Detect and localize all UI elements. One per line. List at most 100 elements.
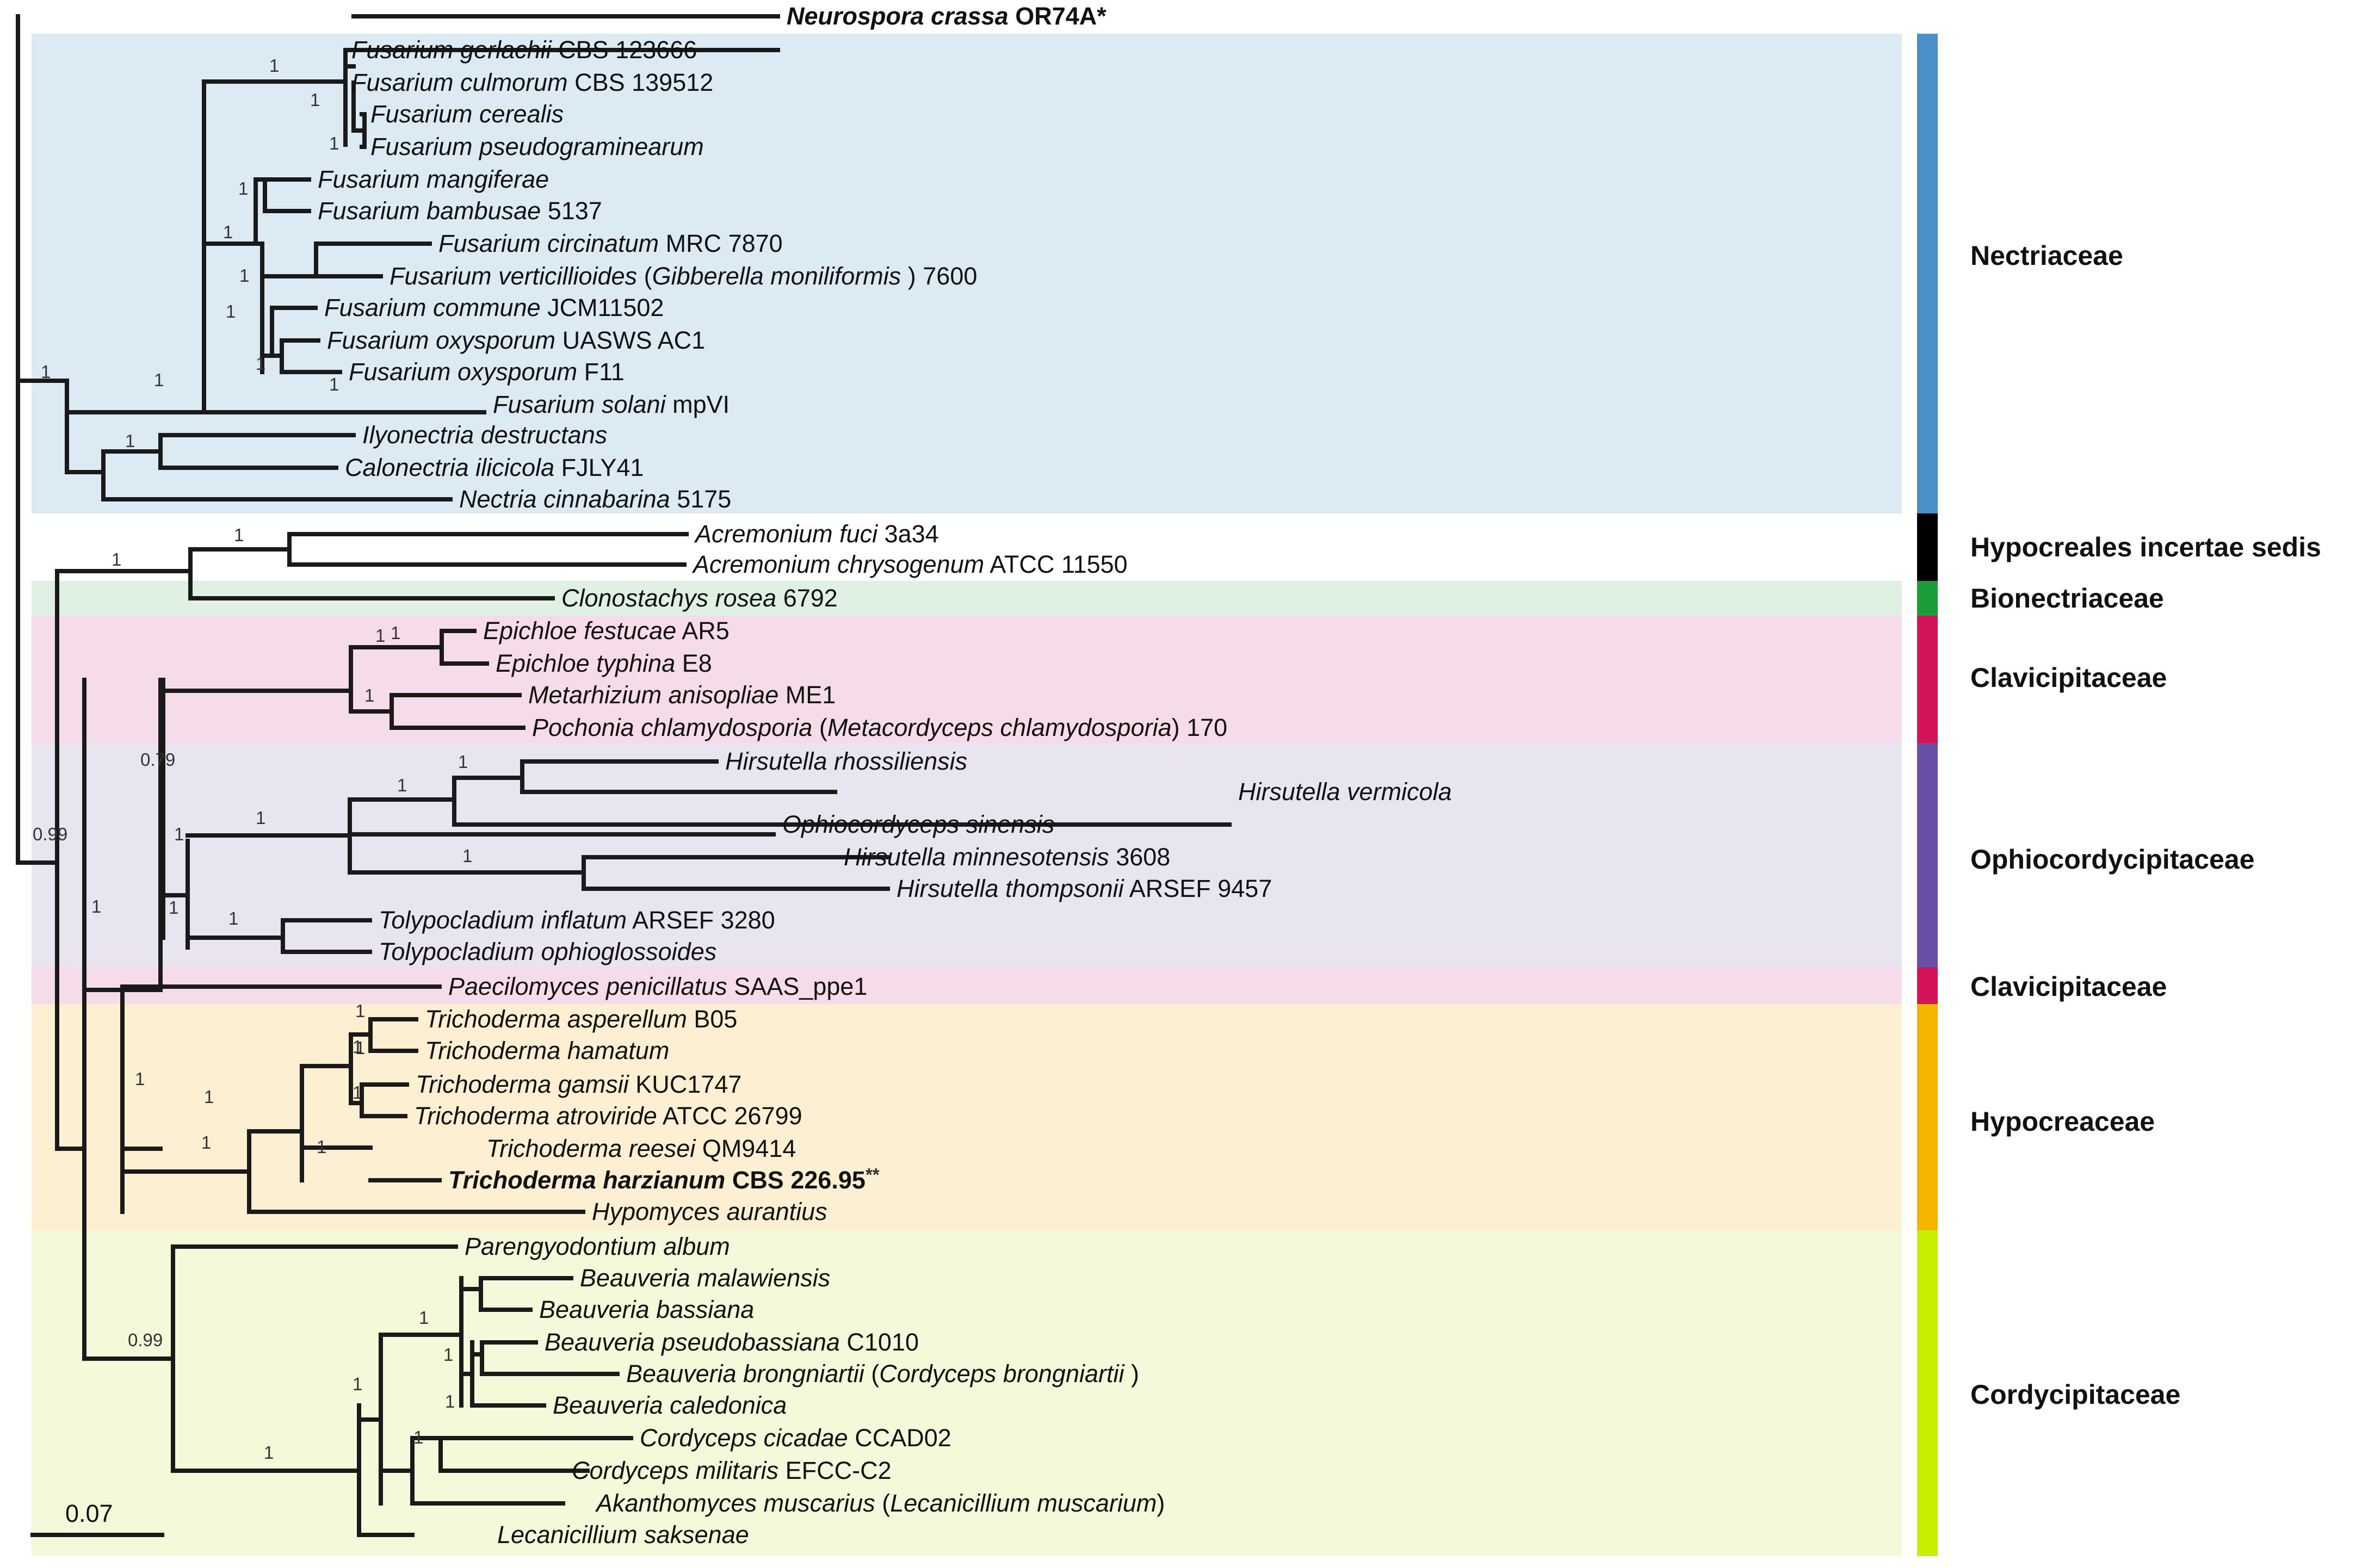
taxon-label: Clonostachys rosea 6792 (561, 584, 838, 612)
support-value: 1 (238, 178, 248, 199)
support-value: 1 (317, 1137, 326, 1157)
family-band-7 (32, 1004, 1902, 1230)
family-color-bar-5 (1917, 743, 1938, 967)
support-value: 1 (125, 431, 135, 451)
support-value: 1 (264, 1442, 274, 1463)
taxon-label: Paecilomyces penicillatus SAAS_ppe1 (448, 973, 867, 1000)
taxon-label: Hypomyces aurantius (592, 1198, 827, 1225)
taxon-label: Tolypocladium ophioglossoides (379, 938, 716, 965)
support-value: 1 (355, 1001, 365, 1021)
family-band-5 (32, 743, 1902, 967)
taxon-label: Beauveria bassiana (539, 1296, 754, 1323)
support-value: 1 (91, 896, 101, 916)
family-band-4 (32, 616, 1902, 743)
taxon-label: Trichoderma atroviride ATCC 26799 (414, 1102, 802, 1130)
support-value: 1 (169, 897, 178, 918)
taxon-label: Fusarium oxysporum UASWS AC1 (327, 326, 705, 354)
taxon-label: Fusarium verticillioides (Gibberella mon… (390, 262, 977, 290)
family-label: Hypocreaceae (1970, 1106, 2155, 1137)
support-value: 1 (364, 685, 374, 705)
taxon-label: Hirsutella minnesotensis 3608 (844, 843, 1170, 871)
taxon-label: Trichoderma harzianum CBS 226.95** (448, 1165, 880, 1194)
taxon-label: Trichoderma reesei QM9414 (486, 1135, 796, 1162)
support-value: 1 (391, 623, 400, 643)
family-label: Cordycipitaceae (1970, 1379, 2180, 1410)
taxon-label: Cordyceps militaris EFCC-C2 (572, 1457, 892, 1484)
taxon-label: Cordyceps cicadae CCAD02 (640, 1424, 951, 1452)
support-value: 1 (353, 1374, 362, 1394)
family-color-bar-4 (1917, 616, 1938, 743)
support-value: 1 (355, 1038, 365, 1058)
support-value: 1 (256, 354, 265, 374)
support-value: 0.99 (33, 824, 67, 844)
taxon-label: Lecanicillium saksenae (497, 1521, 749, 1549)
taxon-label: Epichloe festucae AR5 (483, 617, 730, 645)
support-value: 1 (256, 808, 265, 828)
family-color-bar-3 (1917, 581, 1938, 616)
family-label: Clavicipitaceae (1970, 662, 2167, 693)
family-label: Ophiocordycipitaceae (1970, 844, 2254, 875)
taxon-label: Pochonia chlamydosporia (Metacordyceps c… (532, 714, 1227, 741)
support-value: 1 (174, 824, 184, 844)
support-value: 1 (445, 1391, 455, 1411)
family-color-bar-1 (1917, 34, 1938, 513)
taxon-label: Beauveria pseudobassiana C1010 (545, 1328, 919, 1356)
taxon-label: Acremonium fuci 3a34 (694, 520, 939, 548)
taxon-label: Beauveria caledonica (553, 1391, 787, 1419)
support-value: 1 (458, 752, 468, 772)
taxon-label: Hirsutella rhossiliensis (725, 747, 967, 775)
taxon-label: Hirsutella thompsonii ARSEF 9457 (897, 875, 1272, 902)
support-value: 1 (462, 846, 472, 866)
support-value: 1 (397, 775, 407, 795)
family-band-2 (32, 513, 1902, 581)
taxon-label: Ophiocordyceps sinensis (782, 810, 1054, 838)
taxon-label: Fusarium solani mpVI (493, 391, 730, 418)
support-value: 1 (310, 90, 320, 110)
family-label: Bionectriaceae (1970, 583, 2164, 614)
family-band-8 (32, 1230, 1902, 1556)
family-label: Hypocreales incertae sedis (1970, 532, 2321, 562)
taxon-label: Fusarium commune JCM11502 (324, 294, 664, 321)
support-value: 1 (204, 1087, 214, 1107)
taxon-label: Neurospora crassa OR74A* (787, 2, 1106, 30)
support-value: 1 (135, 1069, 145, 1089)
support-value: 1 (329, 374, 339, 394)
support-value: 1 (112, 549, 121, 569)
support-value: 1 (228, 908, 238, 928)
taxon-label: Trichoderma asperellum B05 (425, 1005, 737, 1033)
taxon-label: Fusarium pseudograminearum (370, 133, 704, 160)
support-value: 1 (413, 1427, 423, 1447)
support-value: 1 (154, 370, 164, 390)
support-value: 0.99 (128, 1330, 163, 1350)
taxon-label: Trichoderma hamatum (425, 1037, 669, 1064)
taxon-label: Nectria cinnabarina 5175 (459, 485, 731, 513)
taxon-label: Fusarium gerlachii CBS 123666 (351, 36, 697, 64)
family-label: Nectriaceae (1970, 240, 2123, 271)
scale-bar-label: 0.07 (65, 1500, 113, 1527)
taxon-label: Trichoderma gamsii KUC1747 (416, 1070, 741, 1098)
taxon-label: Fusarium bambusae 5137 (318, 197, 602, 225)
support-value: 1 (201, 1132, 211, 1153)
support-value: 1 (353, 1082, 362, 1103)
support-value: 1 (353, 1037, 362, 1057)
taxon-label: Beauveria malawiensis (580, 1264, 830, 1292)
taxon-label: Tolypocladium inflatum ARSEF 3280 (379, 906, 775, 934)
support-value: 1 (234, 525, 244, 545)
family-color-bar-6 (1917, 967, 1938, 1004)
taxon-label: Hirsutella vermicola (1238, 778, 1452, 806)
taxon-label: Fusarium mangiferae (318, 165, 549, 193)
taxon-label: Fusarium cerealis (370, 100, 564, 128)
family-color-bar-8 (1917, 1230, 1938, 1556)
support-value: 1 (223, 222, 233, 242)
taxon-label: Fusarium culmorum CBS 139512 (351, 69, 713, 96)
support-value: 1 (239, 265, 249, 286)
taxon-label: Fusarium oxysporum F11 (349, 358, 625, 386)
support-value: 1 (269, 55, 279, 76)
taxon-label: Acremonium chrysogenum ATCC 11550 (691, 550, 1128, 578)
family-label: Clavicipitaceae (1970, 971, 2167, 1002)
taxon-label: Akanthomyces muscarius (Lecanicillium mu… (595, 1489, 1165, 1517)
support-value: 1 (329, 133, 339, 153)
taxon-label: Fusarium circinatum MRC 7870 (438, 230, 783, 257)
support-value: 1 (41, 362, 51, 382)
